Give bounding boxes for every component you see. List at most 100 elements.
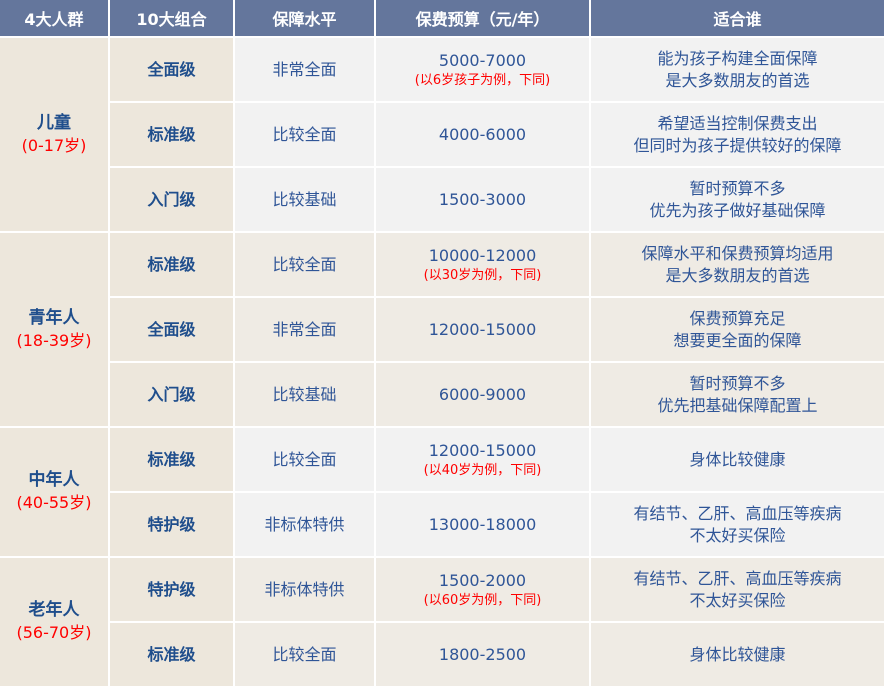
level-cell: 比较全面 (233, 426, 376, 493)
fit-line: 保障水平和保费预算均适用 (641, 243, 834, 263)
table-row: 儿童 (0-17岁) 全面级 非常全面 5000-7000 (以6岁孩子为例，下同) 能为孩… (0, 36, 885, 233)
budget-cell: 1500-3000 (374, 166, 591, 233)
table-row: 中年人 (40-55岁) 标准级 比较全面 12000-15000 (以40岁为例，下同)… (0, 426, 885, 558)
table-row: 标准级 比较全面 4000-6000 希望适当控制保费支出 但同时为孩子提供较好的保障 (0, 101, 885, 168)
fit-cell: 能为孩子构建全面保障 是大多数朋友的首选 (589, 36, 885, 103)
fit-cell: 希望适当控制保费支出 但同时为孩子提供较好的保障 (589, 101, 885, 168)
budget-value: 5000-7000 (438, 50, 527, 70)
budget-value: 13000-18000 (428, 514, 537, 534)
fit-line: 身体比较健康 (689, 644, 786, 664)
fit-line: 优先为孩子做好基础保障 (649, 200, 826, 220)
fit-cell: 暂时预算不多 优先为孩子做好基础保障 (589, 166, 885, 233)
level-cell: 比较全面 (233, 231, 376, 298)
combo-cell: 入门级 (108, 166, 235, 233)
group-cell: 中年人 (40-55岁) (0, 426, 110, 558)
budget-value: 1500-2000 (438, 570, 527, 590)
budget-value: 4000-6000 (438, 124, 527, 144)
group-age: (56-70岁) (16, 623, 92, 642)
header-group: 4大人群 (0, 0, 110, 38)
table-row: 标准级 比较全面 1800-2500 身体比较健康 (0, 621, 885, 688)
budget-value: 1800-2500 (438, 644, 527, 664)
budget-cell: 6000-9000 (374, 361, 591, 428)
combo-cell: 全面级 (108, 296, 235, 363)
level-cell: 比较全面 (233, 621, 376, 688)
fit-line: 是大多数朋友的首选 (665, 70, 810, 90)
fit-line: 有结节、乙肝、高血压等疾病 (633, 568, 842, 588)
header-budget: 保费预算（元/年） (374, 0, 591, 38)
budget-cell: 10000-12000 (以30岁为例，下同) (374, 231, 591, 298)
group-name: 青年人 (28, 307, 80, 328)
budget-cell: 1500-2000 (以60岁为例，下同) (374, 556, 591, 623)
fit-line: 想要更全面的保障 (673, 330, 802, 350)
fit-line: 是大多数朋友的首选 (665, 265, 810, 285)
group-cell: 青年人 (18-39岁) (0, 231, 110, 428)
budget-value: 1500-3000 (438, 189, 527, 209)
group-age: (0-17岁) (21, 135, 87, 155)
fit-cell: 有结节、乙肝、高血压等疾病 不太好买保险 (589, 491, 885, 558)
combo-cell: 特护级 (108, 556, 235, 623)
table-body: 儿童 (0-17岁) 全面级 非常全面 5000-7000 (以6岁孩子为例，下同) 能为孩… (0, 36, 885, 688)
budget-cell: 12000-15000 (以40岁为例，下同) (374, 426, 591, 493)
fit-cell: 保障水平和保费预算均适用 是大多数朋友的首选 (589, 231, 885, 298)
fit-line: 暂时预算不多 (689, 178, 786, 198)
table-row: 全面级 非常全面 12000-15000 保费预算充足 想要更全面的保障 (0, 296, 885, 363)
fit-line: 暂时预算不多 (689, 373, 786, 393)
fit-cell: 身体比较健康 (589, 621, 885, 688)
fit-cell: 暂时预算不多 优先把基础保障配置上 (589, 361, 885, 428)
header-fit: 适合谁 (589, 0, 885, 38)
fit-line: 不太好买保险 (689, 590, 786, 610)
fit-cell: 身体比较健康 (589, 426, 885, 493)
combo-cell: 标准级 (108, 101, 235, 168)
fit-line: 不太好买保险 (689, 525, 786, 545)
combo-cell: 标准级 (108, 621, 235, 688)
level-cell: 非标体特供 (233, 491, 376, 558)
combo-cell: 入门级 (108, 361, 235, 428)
budget-cell: 13000-18000 (374, 491, 591, 558)
table-row: 入门级 比较基础 1500-3000 暂时预算不多 优先为孩子做好基础保障 (0, 166, 885, 233)
budget-value: 6000-9000 (438, 384, 527, 404)
combo-cell: 标准级 (108, 426, 235, 493)
level-cell: 非常全面 (233, 36, 376, 103)
level-cell: 非标体特供 (233, 556, 376, 623)
group-name: 中年人 (28, 470, 80, 490)
fit-line: 能为孩子构建全面保障 (657, 48, 818, 68)
group-name: 老年人 (28, 600, 80, 620)
fit-cell: 保费预算充足 想要更全面的保障 (589, 296, 885, 363)
budget-cell: 12000-15000 (374, 296, 591, 363)
budget-cell: 5000-7000 (以6岁孩子为例，下同) (374, 36, 591, 103)
budget-value: 10000-12000 (428, 245, 537, 265)
header-row: 4大人群 10大组合 保障水平 保费预算（元/年） 适合谁 (0, 0, 885, 38)
group-age: (18-39岁) (16, 330, 92, 350)
group-age: (40-55岁) (16, 493, 92, 512)
group-name: 儿童 (37, 112, 71, 133)
budget-cell: 4000-6000 (374, 101, 591, 168)
budget-note: (以60岁为例，下同) (423, 592, 542, 608)
group-cell: 老年人 (56-70岁) (0, 556, 110, 688)
level-cell: 非常全面 (233, 296, 376, 363)
fit-line: 有结节、乙肝、高血压等疾病 (633, 503, 842, 523)
table-row: 特护级 非标体特供 13000-18000 有结节、乙肝、高血压等疾病 不太好买保险 (0, 491, 885, 558)
budget-note: (以6岁孩子为例，下同) (414, 72, 551, 88)
level-cell: 比较全面 (233, 101, 376, 168)
group-cell: 儿童 (0-17岁) (0, 36, 110, 233)
header-combo: 10大组合 (108, 0, 235, 38)
fit-cell: 有结节、乙肝、高血压等疾病 不太好买保险 (589, 556, 885, 623)
header-level: 保障水平 (233, 0, 376, 38)
combo-cell: 标准级 (108, 231, 235, 298)
budget-cell: 1800-2500 (374, 621, 591, 688)
fit-line: 身体比较健康 (689, 449, 786, 469)
table-row: 青年人 (18-39岁) 标准级 比较全面 10000-12000 (以30岁为例，下同)… (0, 231, 885, 428)
budget-value: 12000-15000 (428, 319, 537, 339)
budget-value: 12000-15000 (428, 440, 537, 460)
fit-line: 希望适当控制保费支出 (657, 113, 818, 133)
combo-cell: 特护级 (108, 491, 235, 558)
fit-line: 但同时为孩子提供较好的保障 (633, 135, 842, 155)
fit-line: 保费预算充足 (689, 308, 786, 328)
level-cell: 比较基础 (233, 166, 376, 233)
level-cell: 比较基础 (233, 361, 376, 428)
combo-cell: 全面级 (108, 36, 235, 103)
table-row: 入门级 比较基础 6000-9000 暂时预算不多 优先把基础保障配置上 (0, 361, 885, 428)
budget-note: (以40岁为例，下同) (423, 462, 542, 478)
table-row: 老年人 (56-70岁) 特护级 非标体特供 1500-2000 (以60岁为例，下同) 有… (0, 556, 885, 688)
